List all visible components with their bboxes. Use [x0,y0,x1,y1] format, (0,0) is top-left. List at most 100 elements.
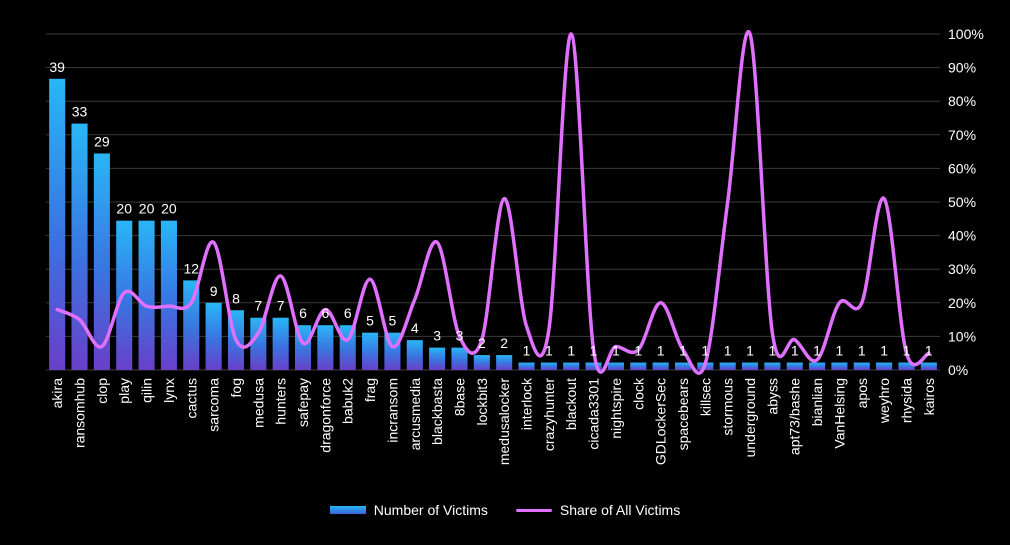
bar-value-label: 7 [254,298,262,314]
bar-nightspire[interactable] [607,362,624,370]
x-tick-label: bianlian [809,378,825,426]
x-tick-label: safepay [295,378,311,427]
bar-value-label: 2 [500,335,508,351]
legend-item-victims[interactable]: Number of Victims [329,502,488,518]
line-series [55,29,931,375]
x-tick-label: interlock [519,377,535,430]
bar-dragonforce[interactable] [317,325,334,370]
bar-interlock[interactable] [518,362,535,370]
x-tick-label: medusalocker [496,378,512,465]
bar-cactus[interactable] [183,280,200,370]
x-tick-label: play [116,378,132,404]
bar-value-label: 7 [277,298,285,314]
x-tick-label: arcusmedia [407,378,423,451]
bar-blackbasta[interactable] [429,347,446,370]
y-tick-label: 50% [948,194,976,210]
x-tick-label: lynx [161,378,177,403]
bar-akira[interactable] [49,78,66,371]
x-tick-label: blackout [563,378,579,430]
x-tick-label: GDLockerSec [653,378,669,465]
bar-value-label: 20 [139,201,155,217]
bar-8base[interactable] [451,347,468,370]
bar-frag[interactable] [362,332,379,370]
bar-kairos[interactable] [920,362,937,370]
bar-blackout[interactable] [563,362,580,370]
x-tick-label: babuk2 [340,378,356,424]
bar-value-label: 8 [232,290,240,306]
bar-crazyhunter[interactable] [540,362,557,370]
bar-value-label: 1 [925,343,933,359]
bar-value-label: 6 [344,305,352,321]
bar-cicada3301[interactable] [585,362,602,370]
bar-ransomhub[interactable] [71,123,88,370]
x-tick-label: lockbit3 [474,378,490,426]
bar-apt73-bashe[interactable] [786,362,803,370]
right-y-axis: 0% 10% 20% 30% 40% 50% 60% 70% 80% 90% 100% [948,26,984,378]
x-tick-label: kairos [921,378,937,415]
x-tick-label: rhysida [898,378,914,423]
bar-gdlockersec[interactable] [652,362,669,370]
bar-value-label: 39 [49,59,65,75]
bar-underground[interactable] [741,362,759,370]
bar-value-label: 1 [746,343,754,359]
bar-series [49,78,937,371]
bar-value-label: 1 [634,343,642,359]
x-tick-label: VanHelsing [831,378,847,449]
bar-vanhelsing[interactable] [831,362,848,370]
bar-value-label: 20 [116,201,132,217]
bar-value-label: 1 [701,343,709,359]
bar-sarcoma[interactable] [205,302,222,370]
bar-spacebears[interactable] [674,362,692,370]
legend-bar-label: Number of Victims [373,502,488,518]
legend-item-share[interactable]: Share of All Victims [515,502,680,518]
bar-arcusmedia[interactable] [406,340,423,370]
bar-value-label: 20 [161,201,177,217]
bar-value-label: 1 [858,343,866,359]
x-tick-label: underground [742,378,758,457]
bar-qilin[interactable] [138,220,155,370]
x-tick-label: dragonforce [317,378,333,453]
bar-value-label: 29 [94,133,110,149]
y-tick-label: 80% [948,93,976,109]
bar-medusa[interactable] [250,317,267,370]
bar-hunters[interactable] [272,317,289,370]
bar-bianlian[interactable] [809,362,826,370]
bar-clop[interactable] [93,153,110,370]
share-line[interactable] [55,29,931,375]
bar-clock[interactable] [630,362,647,370]
bar-apos[interactable] [853,362,870,370]
x-tick-label: clock [630,377,646,410]
x-tick-label: crazyhunter [541,378,557,451]
bar-value-label: 1 [679,343,687,359]
bar-value-label: 1 [523,343,531,359]
x-tick-label: weyhro [876,378,892,424]
x-tick-label: blackbasta [429,378,445,445]
x-tick-label: killsec [697,378,713,416]
bar-weyhro[interactable] [876,362,893,370]
legend-bar-swatch [329,506,366,514]
bar-value-label: 1 [813,343,821,359]
x-tick-label: cicada3301 [586,378,602,450]
x-tick-label: cactus [183,378,199,418]
bar-value-label: 1 [567,343,575,359]
bar-value-label: 6 [299,305,307,321]
bar-value-label: 33 [72,104,88,120]
bar-stormous[interactable] [719,362,736,370]
bar-value-label: 1 [590,343,598,359]
x-tick-label: apt73/bashe [787,378,803,455]
x-tick-label: stormous [720,378,736,436]
x-tick-label: akira [49,378,65,409]
x-tick-label: spacebears [675,378,691,450]
bar-value-label: 1 [903,343,911,359]
x-tick-label: qilin [139,378,155,403]
bar-medusalocker[interactable] [496,355,513,370]
bar-rhysida[interactable] [898,362,915,370]
bar-value-label: 1 [545,343,553,359]
y-tick-label: 70% [948,127,976,143]
bar-lynx[interactable] [160,220,177,370]
bar-lockbit3[interactable] [473,355,490,370]
bar-value-label: 4 [411,320,419,336]
y-tick-label: 20% [948,295,976,311]
bar-abyss[interactable] [764,362,781,370]
